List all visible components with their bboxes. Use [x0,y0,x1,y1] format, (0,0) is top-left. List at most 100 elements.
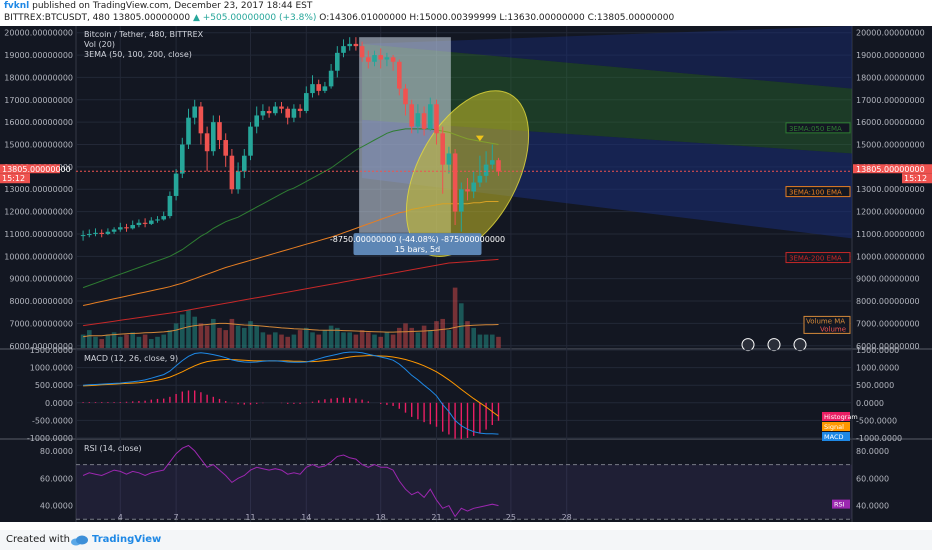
y-tick-label-right: 10000.00000000 [856,252,925,261]
volume-bar [142,334,148,348]
created-with-label: Created with [6,534,70,545]
candle-body [366,57,371,62]
y-tick-label-right: 15000.00000000 [856,141,925,150]
price-chart[interactable]: 4 7 11 14 18 21 25 28 20000.00000000 20000.000000… [0,26,932,522]
ema-label-box [785,252,851,264]
candle-body [142,222,148,224]
volume-bar [297,330,303,348]
cloud-icon [71,535,88,546]
candle-body [192,106,197,118]
volume-bar [390,334,396,348]
candle-body [130,225,135,229]
macd-label-box [822,432,850,441]
candle-body [440,133,445,165]
measure-label-line1: -8750.00000000 (-44.08%) -875000000000 [330,235,505,244]
candle-body [80,235,86,237]
x-tick-label: 18 [376,513,386,522]
candle-body [403,88,408,105]
volume-label-box [803,315,851,334]
footer-bar: Created with TradingView [0,530,932,550]
countdown-tag-right [902,173,932,184]
ema50-line [82,128,499,289]
volume-bar [359,330,365,348]
ema200-line [83,258,499,327]
volume-bar [186,309,191,348]
last-price-tag-right [853,164,932,174]
last-price: 13805.00000000 [112,13,191,23]
rsi-band-fill [76,464,852,520]
volume-bar [260,332,266,348]
volume-bar [279,334,284,348]
event-icon [793,338,807,352]
candle-body [118,227,123,230]
event-icon [741,338,755,352]
countdown-right: 15:12 [904,174,927,183]
legend-volume: Vol (20) [84,40,115,49]
y-tick-label-right: 13000.00000000 [856,185,925,194]
candle-body [173,173,179,196]
volume-bar [322,330,328,348]
volume-bar [378,336,383,348]
candle-body [310,84,315,94]
candle-body [415,113,421,127]
volume-bar [242,327,247,348]
macd-title: MACD (12, 26, close, 9) [84,354,178,363]
candle-body [341,46,346,53]
volume-bar [353,334,359,348]
volume-bar [341,332,346,348]
macd-tick-left: 1500.0000 [30,346,73,355]
volume-bar [397,327,402,348]
candle-body [149,220,154,224]
legend-ema: 3EMA (50, 100, 200, close) [84,50,192,59]
candle-body [378,55,383,60]
macd-line [83,351,499,435]
volume-bar [80,334,86,348]
author-name[interactable]: fvknl [4,1,30,11]
volume-bar [452,287,458,348]
volume-bar [105,334,111,348]
candle-body [136,222,142,226]
symbol-label: BITTREX:BTCUSDT, 480 [4,13,110,23]
y-tick-label-right: 8000.00000000 [856,297,920,306]
last-price-right: 13805.00000000 [856,165,925,174]
candle-body [217,122,222,141]
chart-header: fvknl published on TradingView.com, Dece… [0,0,932,26]
last-price-left: 13805.00000000 [2,165,71,174]
volume-bar [496,336,501,348]
candle-body [87,233,92,236]
event-icon [767,338,781,352]
volume-bar [173,323,179,348]
y-tick-label-right: 20000.00000000 [856,29,925,38]
candle-body [397,61,402,89]
candle-body [483,164,489,176]
candle-body [452,153,458,212]
tradingview-brand[interactable]: TradingView [92,534,162,545]
candle-body [372,55,377,62]
candle-body [297,108,303,111]
candle-body [180,144,185,174]
candle-body [111,229,117,232]
candle-body [428,104,433,129]
macd-tick-right: 500.0000 [856,381,894,390]
volume-bar [180,314,185,348]
volume-bar [118,336,123,348]
volume-bar [446,330,452,348]
candle-body [161,216,166,220]
candle-body [353,43,359,47]
measure-label-line2: 15 bars, 5d [395,245,440,254]
signal-line [83,355,499,417]
candle-body [124,227,129,229]
countdown-tag-left [0,173,30,184]
candle-body [434,104,439,134]
volume-bar [465,321,470,348]
volume-bar [248,321,253,348]
volume-bar [155,336,160,348]
volume-bar [266,334,272,348]
candle-body [248,126,253,156]
countdown-left: 15:12 [2,174,25,183]
volume-bar [235,325,241,348]
macd-series-label: Signal [824,423,844,431]
candle-body [186,117,191,145]
macd-tick-right: 1000.0000 [856,364,899,373]
macd-tick-left: 500.0000 [35,381,73,390]
